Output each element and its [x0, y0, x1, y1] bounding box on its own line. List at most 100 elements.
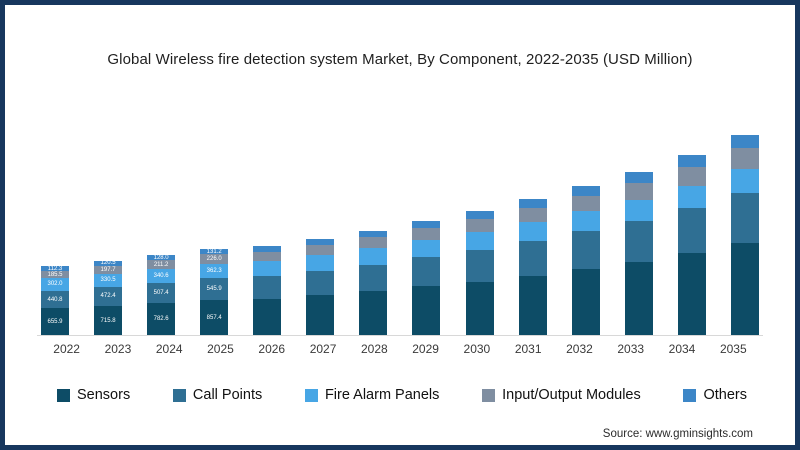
bar-segment — [412, 240, 441, 258]
stacked-bar-2026 — [253, 246, 282, 335]
stacked-bar-2032 — [571, 186, 600, 335]
bar-segment — [677, 253, 706, 335]
legend-item-sensors: Sensors — [57, 387, 130, 403]
legend-label: Fire Alarm Panels — [324, 387, 440, 403]
x-axis-line — [37, 335, 763, 336]
segment-value-label: 112.3 — [47, 265, 63, 272]
x-axis-label-2027: 2027 — [309, 342, 337, 356]
x-axis-label-2028: 2028 — [360, 342, 388, 356]
bar-segment — [624, 172, 653, 183]
bar-segment — [359, 291, 388, 335]
stacked-bar-2023: 715.8 472.4 330.5 197.7 120.5 — [94, 260, 123, 335]
bar-segment — [624, 199, 653, 222]
bar-segment — [359, 248, 388, 265]
stacked-bar-2025: 857.4 545.9 362.3 226.0 131.2 — [200, 248, 229, 335]
bar-segment: 197.7 — [94, 265, 123, 274]
bar-segment — [730, 147, 759, 169]
bar-segment — [518, 199, 547, 209]
bar-segment — [518, 275, 547, 335]
bar-segment — [253, 246, 282, 252]
stacked-bar-2034 — [677, 155, 706, 335]
segment-value-label: 440.8 — [47, 296, 63, 303]
segment-value-label: 302.0 — [47, 281, 63, 288]
bar-segment — [571, 231, 600, 269]
legend-label: Input/Output Modules — [502, 387, 641, 403]
segment-value-label: 362.3 — [206, 267, 222, 274]
x-axis-label-2033: 2033 — [617, 342, 645, 356]
bar-segment: 472.4 — [94, 286, 123, 307]
stacked-bar-2027 — [306, 239, 335, 335]
segment-value-label: 120.5 — [100, 260, 116, 267]
bar-segment — [465, 281, 494, 335]
x-axis-labels: 2022 2023 2024 2025 2026 2027 2028 2029 2030 2031… — [41, 342, 759, 356]
bar-segment — [359, 230, 388, 238]
segment-value-label: 715.8 — [100, 317, 116, 324]
segment-value-label: 330.5 — [100, 277, 116, 284]
legend-swatch-icon — [304, 388, 318, 402]
bar-segment: 226.0 — [200, 254, 229, 264]
plot-area: 655.9 440.8 302.0 185.5 112.3 715.8 472.4 330.5… — [37, 113, 763, 335]
bar-segment — [624, 182, 653, 200]
bar-segment — [518, 208, 547, 223]
segment-value-label: 211.2 — [153, 261, 169, 268]
segment-value-label: 226.0 — [206, 255, 222, 262]
bar-segment — [359, 264, 388, 292]
bar-segment: 112.3 — [41, 265, 69, 272]
legend-swatch-icon — [482, 388, 496, 402]
bar-segment — [677, 208, 706, 254]
legend-item-call-points: Call Points — [172, 387, 263, 403]
bar-segment: 857.4 — [200, 300, 229, 335]
legend-label: Call Points — [192, 387, 263, 403]
segment-value-label: 185.5 — [47, 271, 63, 278]
x-axis-label-2024: 2024 — [155, 342, 183, 356]
bar-segment — [571, 186, 600, 196]
x-axis-label-2022: 2022 — [53, 342, 80, 356]
bar-segment: 655.9 — [41, 308, 69, 335]
bar-segment — [518, 241, 547, 276]
bar-segment: 362.3 — [200, 263, 229, 279]
bar-segment: 131.2 — [200, 248, 229, 255]
segment-value-label: 128.0 — [153, 254, 169, 261]
stacked-bar-2035 — [730, 134, 759, 335]
source-attribution: Source: www.gminsights.com — [602, 428, 753, 440]
bar-segment — [253, 275, 282, 299]
segment-value-label: 131.2 — [206, 248, 222, 255]
segment-value-label: 197.7 — [100, 266, 116, 273]
legend-label: Sensors — [77, 387, 131, 403]
bar-segment — [465, 232, 494, 251]
x-axis-label-2032: 2032 — [566, 342, 593, 356]
legend-swatch-icon — [683, 388, 697, 402]
x-axis-label-2030: 2030 — [463, 342, 491, 356]
bar-segment — [359, 237, 388, 249]
bar-segment — [465, 211, 494, 220]
stacked-bar-2033 — [624, 172, 653, 335]
bar-segment — [677, 155, 706, 167]
bar-segment: 330.5 — [94, 273, 123, 287]
bar-segment — [730, 168, 759, 193]
bar-segment — [306, 255, 335, 271]
segment-value-label: 782.6 — [153, 316, 169, 323]
segment-value-label: 472.4 — [100, 293, 116, 300]
bar-segment — [571, 211, 600, 232]
bar-segment — [730, 242, 759, 335]
bar-segment — [571, 268, 600, 335]
bar-segment — [624, 221, 653, 262]
legend: Sensors Call Points Fire Alarm Panels Input… — [57, 387, 747, 403]
segment-value-label: 655.9 — [47, 318, 63, 325]
bar-segment — [730, 134, 759, 148]
bar-segment: 302.0 — [41, 278, 69, 291]
bar-segment: 440.8 — [41, 290, 69, 309]
bar-segment: 211.2 — [147, 260, 176, 269]
bar-segment — [253, 261, 282, 276]
x-axis-label-2026: 2026 — [258, 342, 286, 356]
segment-value-label: 857.4 — [206, 314, 222, 321]
bar-segment — [624, 261, 653, 335]
bar-segment — [412, 257, 441, 287]
bar-segment — [253, 298, 282, 335]
bar-segment: 185.5 — [41, 270, 69, 279]
legend-swatch-icon — [57, 388, 70, 402]
bar-segment: 545.9 — [200, 278, 229, 301]
chart-title: Global Wireless fire detection system Ma… — [107, 51, 693, 68]
bar-segment: 715.8 — [94, 306, 123, 335]
stacked-bar-2029 — [412, 221, 441, 335]
